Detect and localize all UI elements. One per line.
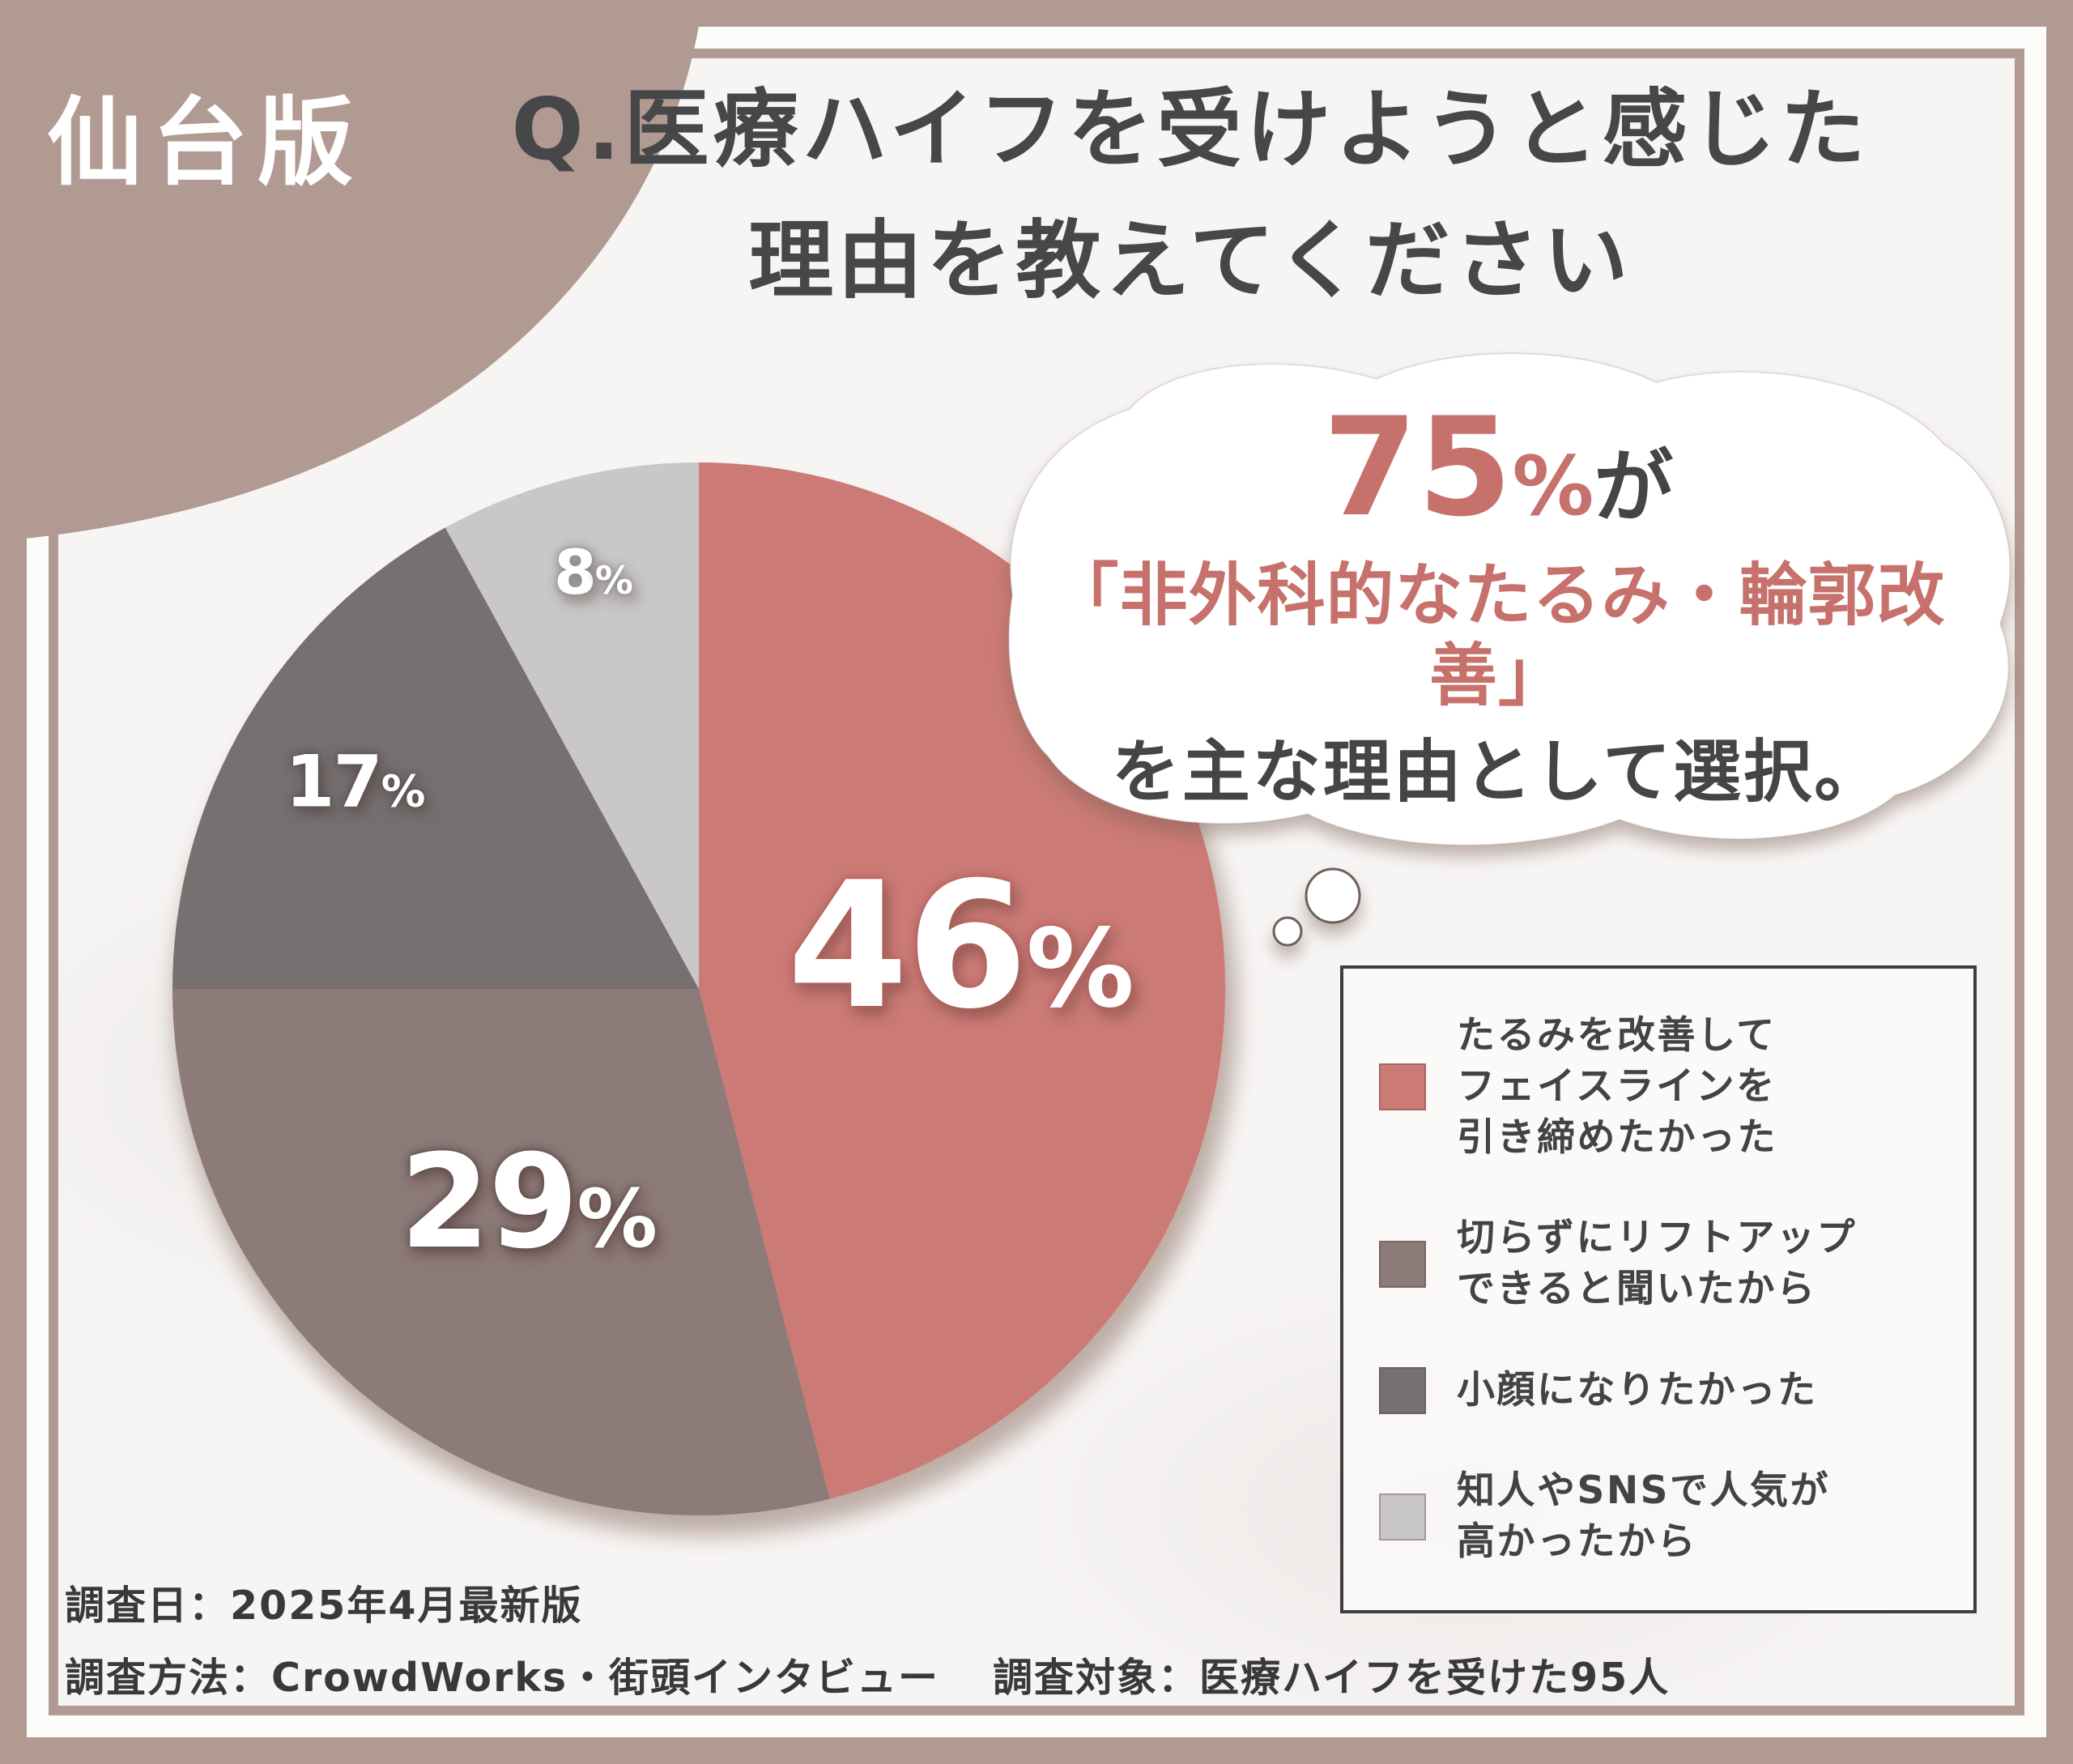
legend-label: 小顔になりたかった bbox=[1457, 1367, 1818, 1412]
survey-method: 調査方法：CrowdWorks・街頭インタビュー bbox=[65, 1655, 940, 1701]
bubble-text-block: 75%が 「非外科的なたるみ・輪郭改善」 を主な理由として選択。 bbox=[1016, 387, 1980, 813]
legend-item-facelift: たるみを改善して フェイスラインを 引き締めたかった bbox=[1379, 1011, 1938, 1164]
thought-bubble-dot-large bbox=[1305, 867, 1361, 924]
legend-swatch-darkgray bbox=[1379, 1367, 1426, 1415]
legend-item-small-face: 小顔になりたかった bbox=[1379, 1366, 1938, 1417]
page-title: Q.医療ハイフを受けようと感じた 理由を教えてください bbox=[421, 66, 1960, 325]
survey-method-target: 調査方法：CrowdWorks・街頭インタビュー 調査対象：医療ハイフを受けた9… bbox=[65, 1646, 1670, 1703]
bubble-percent-suffix: が bbox=[1594, 441, 1674, 534]
bubble-headline: 75%が bbox=[1016, 387, 1980, 548]
pie-slice-1 bbox=[172, 989, 830, 1515]
page-title-line2: 理由を教えてください bbox=[748, 211, 1632, 310]
chart-legend: たるみを改善して フェイスラインを 引き締めたかった 切らずにリフトアップ でき… bbox=[1340, 965, 1977, 1613]
legend-swatch-lightgray bbox=[1379, 1493, 1426, 1540]
thought-bubble-body bbox=[1007, 352, 2011, 846]
legend-swatch-mauve bbox=[1379, 1241, 1426, 1289]
legend-item-popularity: 知人やSNSで人気が 高かったから bbox=[1379, 1466, 1938, 1568]
thought-bubble bbox=[1007, 352, 2011, 947]
page-title-line1: Q.医療ハイフを受けようと感じた bbox=[511, 80, 1870, 179]
survey-info: 調査日：2025年4月最新版 調査方法：CrowdWorks・街頭インタビュー … bbox=[65, 1574, 1670, 1703]
thought-bubble-dot-small bbox=[1272, 916, 1303, 947]
bubble-reason-quote: 「非外科的なたるみ・輪郭改善」 bbox=[1050, 556, 1946, 716]
pie-slice-3 bbox=[445, 462, 699, 989]
pie-chart bbox=[172, 462, 1237, 1536]
survey-date: 調査日：2025年4月最新版 bbox=[65, 1583, 583, 1629]
legend-swatch-salmon bbox=[1379, 1063, 1426, 1111]
pie-slice-2 bbox=[172, 527, 699, 989]
bubble-conclusion: を主な理由として選択。 bbox=[1111, 732, 1885, 812]
legend-item-no-surgery: 切らずにリフトアップ できると聞いたから bbox=[1379, 1213, 1938, 1315]
bubble-percent-value: 75% bbox=[1322, 388, 1594, 547]
legend-label: 切らずにリフトアップ できると聞いたから bbox=[1457, 1216, 1858, 1312]
survey-target: 調査対象：医療ハイフを受けた95人 bbox=[993, 1655, 1671, 1701]
legend-label: 知人やSNSで人気が 高かったから bbox=[1457, 1468, 1831, 1564]
legend-label: たるみを改善して フェイスラインを 引き締めたかった bbox=[1457, 1013, 1777, 1160]
corner-blob-shape bbox=[0, 0, 703, 541]
region-badge: 仙台版 bbox=[47, 87, 364, 198]
